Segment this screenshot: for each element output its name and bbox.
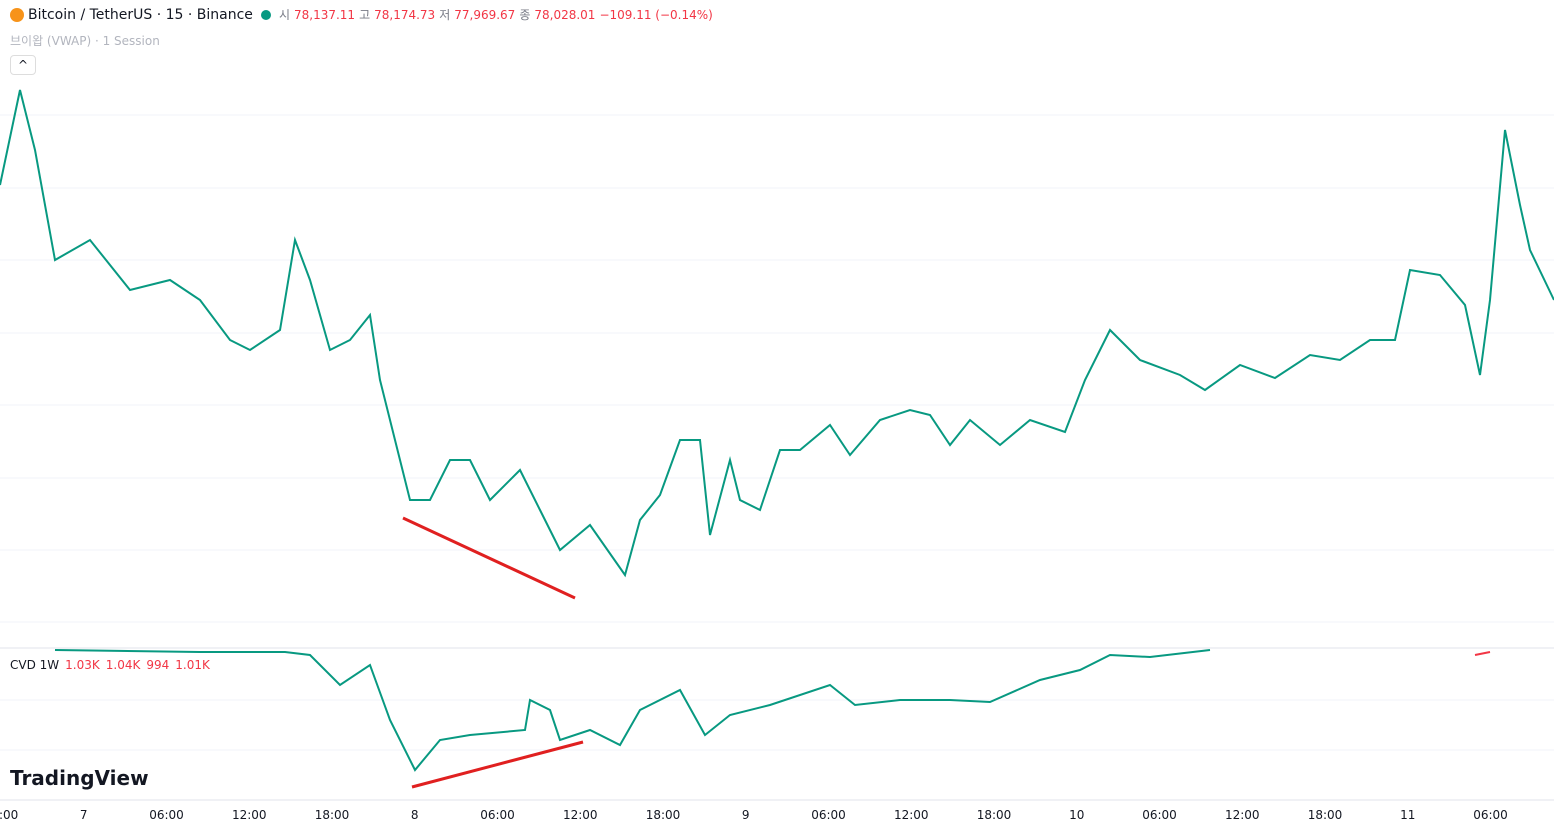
trend-line [411,740,584,789]
coin-icon [10,7,24,22]
grid [0,114,1554,751]
brand-logo[interactable]: TradingView [10,766,149,790]
time-label: 18:00 [977,808,1012,822]
cvd-title[interactable]: CVD 1W [10,658,60,672]
collapse-button[interactable]: ^ [10,55,36,75]
high-label: 고 [359,8,371,22]
close-value: 78,028.01 [534,7,596,22]
trend-line [402,516,576,600]
cvd-line [54,649,1211,772]
cvd-value: 1.01K [175,658,210,672]
cvd-value: 1.04K [105,658,141,672]
time-label: 06:00 [811,808,846,822]
time-label: 12:00 [232,808,267,822]
price-line [0,89,1554,578]
time-label: 7 [80,808,88,822]
indicator-vwap[interactable]: 브이왑 (VWAP) · 1 Session [10,34,160,48]
time-label: 12:00 [563,808,598,822]
time-label: 06:00 [1473,808,1508,822]
time-axis: 00:00 7 06:00 12:00 18:00 8 06:00 12:00 18:00 9 06… [0,808,1508,822]
low-label: 저 [439,8,451,22]
high-value: 78,174.73 [374,7,436,22]
status-dot [260,9,271,20]
time-label: 11 [1400,808,1415,822]
change: −109.11 (−0.14%) [599,7,713,22]
time-label: 18:00 [315,808,350,822]
time-label: 10 [1069,808,1084,822]
time-label: 9 [742,808,750,822]
cvd-line [1474,651,1491,656]
open-label: 시 [278,8,290,22]
time-label: 00:00 [0,808,18,822]
time-label: 12:00 [894,808,929,822]
time-label: 06:00 [149,808,184,822]
time-label: 8 [411,808,419,822]
time-label: 06:00 [480,808,515,822]
low-value: 77,969.67 [454,7,516,22]
cvd-value: 994 [146,658,170,672]
cvd-legend: CVD 1W 1.03K 1.04K 994 1.01K [10,658,210,672]
time-label: 18:00 [646,808,681,822]
cvd-value: 1.03K [65,658,100,672]
symbol-header: Bitcoin / TetherUS · 15 · Binance 시 78,13… [10,6,713,23]
open-value: 78,137.11 [293,7,356,22]
symbol[interactable]: Bitcoin / TetherUS · 15 · Binance [28,6,253,23]
time-label: 12:00 [1225,808,1260,822]
close-label: 종 [519,8,531,22]
time-label: 18:00 [1308,808,1343,822]
time-label: 06:00 [1142,808,1177,822]
